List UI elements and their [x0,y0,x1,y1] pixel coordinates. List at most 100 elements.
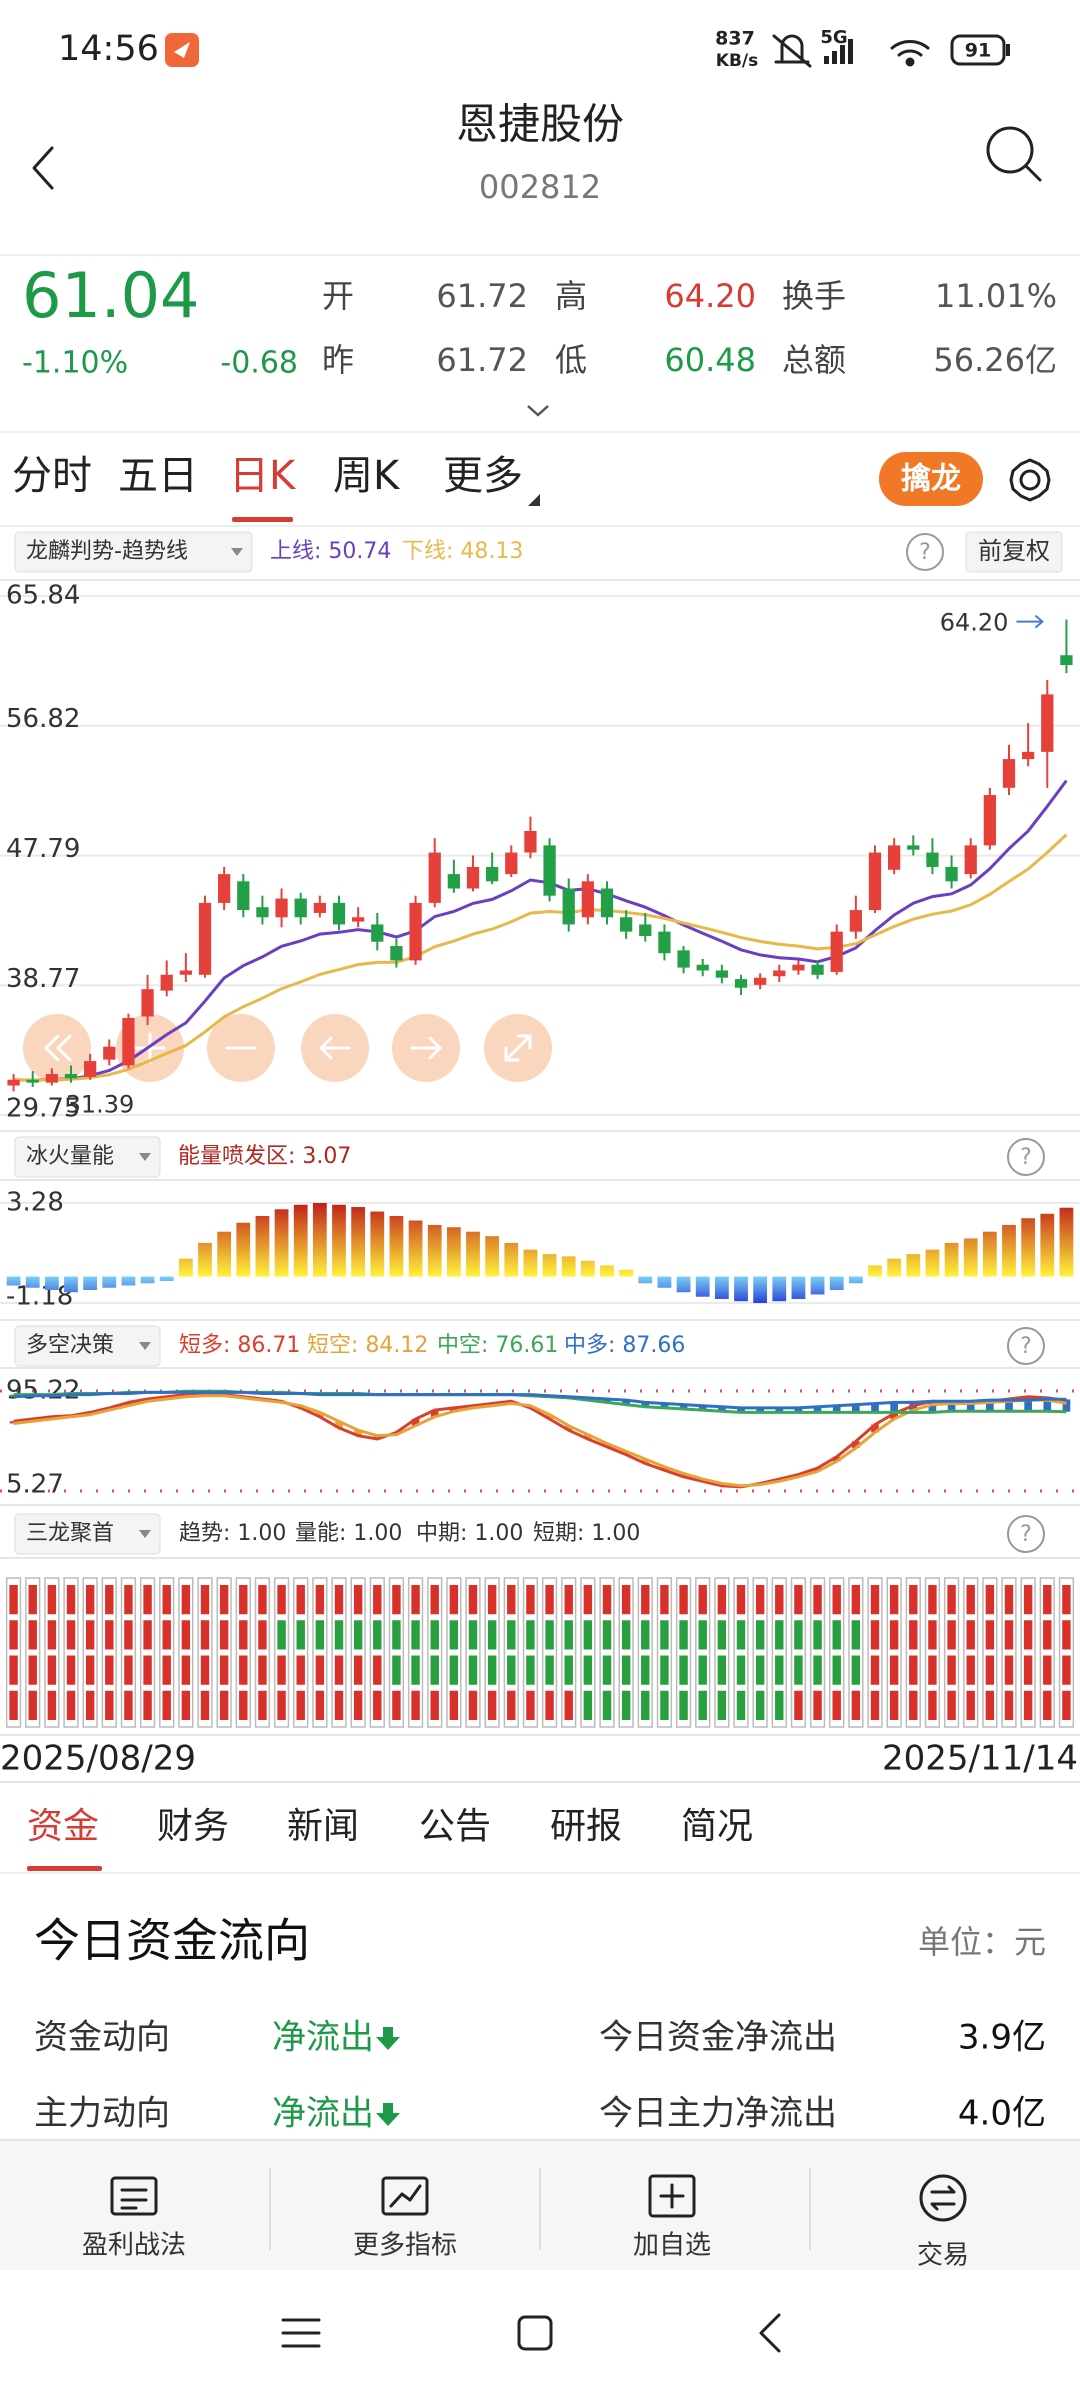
help-icon[interactable] [1007,1138,1045,1176]
signal-cell [487,1655,497,1685]
period-tab[interactable]: 五日 [118,453,198,499]
signal-cell [870,1585,880,1615]
indicator-line [13,1390,1067,1410]
candle-body [428,852,441,903]
signal-cell [717,1655,727,1685]
candle-body [160,974,173,991]
signal-cell [143,1620,152,1650]
indicator-selector[interactable] [14,531,253,573]
energy-bar [6,1276,21,1286]
energy-bar [1021,1218,1036,1277]
signal-cell [239,1690,248,1720]
fund-tab[interactable]: 公告 [419,1806,491,1847]
signal-cell [909,1655,918,1685]
candle-body [811,964,824,975]
signal-column [695,1577,711,1728]
signal-cell [679,1620,688,1650]
dragon-button[interactable] [879,452,983,506]
nav-label[interactable]: 交易 [917,2241,969,2271]
quote-value: 11.01% [935,277,1057,315]
candle-body [907,845,920,850]
period-tab[interactable]: 更多 [443,453,523,499]
energy-bar [657,1276,672,1288]
signal-cell [602,1585,612,1615]
flow-metric: 今日资金净流出 [599,2018,837,2058]
signal-column [790,1577,807,1728]
signal-cell [679,1655,688,1685]
energy-bar [427,1224,442,1277]
energy-bar [25,1276,40,1288]
signal-cell [526,1585,535,1615]
adjust-button[interactable] [965,531,1063,573]
signal-column [1020,1577,1036,1728]
signal-cell [392,1620,401,1650]
signal-cell [698,1690,707,1720]
nav-label[interactable]: 盈利战法 [82,2231,186,2261]
signal-cell [47,1655,57,1685]
signal-cell [928,1655,937,1685]
nav-label[interactable]: 更多指标 [353,2231,457,2261]
signal-cell [947,1655,956,1685]
candle-body [313,902,326,913]
candle-body [64,1074,78,1079]
signal-cell [1004,1655,1014,1685]
signal-cell [315,1655,325,1685]
system-back-button[interactable] [759,2313,781,2353]
fund-tab[interactable]: 财务 [157,1806,229,1847]
quote-label: 总额 [782,341,846,379]
y-tick-label: 3.28 [6,1188,64,1218]
period-tab[interactable]: 日K [229,453,297,499]
signal-column [446,1577,462,1728]
energy-bar [44,1276,59,1290]
menu-button[interactable] [281,2318,321,2348]
fund-tab[interactable]: 研报 [550,1806,622,1847]
signal-cell [162,1620,171,1650]
energy-bar [466,1231,480,1277]
back-button[interactable] [32,146,54,190]
signal-cell [870,1655,880,1685]
signal-cell [736,1620,746,1650]
candle-body [447,874,460,889]
signal-cell [851,1585,861,1615]
help-icon[interactable] [1007,1515,1045,1553]
signal-cell [468,1585,478,1615]
energy-bar [714,1276,729,1299]
energy-bar [178,1258,193,1277]
fund-tab[interactable]: 资金 [27,1806,99,1847]
nav-label[interactable]: 加自选 [633,2231,711,2261]
signal-cell [353,1585,363,1615]
signal-column [963,1577,979,1728]
candle-body [371,924,384,942]
fund-tab[interactable]: 新闻 [287,1806,359,1847]
dragon-button-label: 擒龙 [901,462,961,497]
candle-body [562,888,575,925]
period-tab[interactable]: 分时 [12,453,92,499]
signal-cell [239,1585,248,1615]
period-tab[interactable]: 周K [333,453,401,499]
expand-chevron[interactable] [527,405,549,417]
signal-cell [641,1585,650,1615]
energy-bar [446,1227,461,1277]
signal-cell [909,1620,918,1650]
signal-cell [373,1690,382,1720]
indicator-selector[interactable] [14,1325,161,1367]
indicator-selector[interactable] [14,1513,161,1555]
fund-tab[interactable]: 简况 [681,1806,753,1847]
nav-icons [110,2174,967,2222]
signal-cell [889,1655,899,1685]
energy-bar [848,1276,863,1284]
dropdown-triangle [231,548,243,556]
signal-cell [411,1585,420,1615]
home-button[interactable] [517,2315,553,2351]
signal-column [771,1577,787,1728]
search-button[interactable] [986,126,1042,182]
help-icon[interactable] [1007,1327,1045,1365]
settings-button[interactable] [1009,458,1051,502]
signal-column [1001,1577,1017,1728]
signal-cell [296,1655,305,1685]
help-icon[interactable] [906,533,944,571]
indicator-selector[interactable] [14,1136,161,1178]
candle-body [734,979,748,988]
dropdown-triangle [139,1153,151,1161]
signal-cell [775,1620,784,1650]
